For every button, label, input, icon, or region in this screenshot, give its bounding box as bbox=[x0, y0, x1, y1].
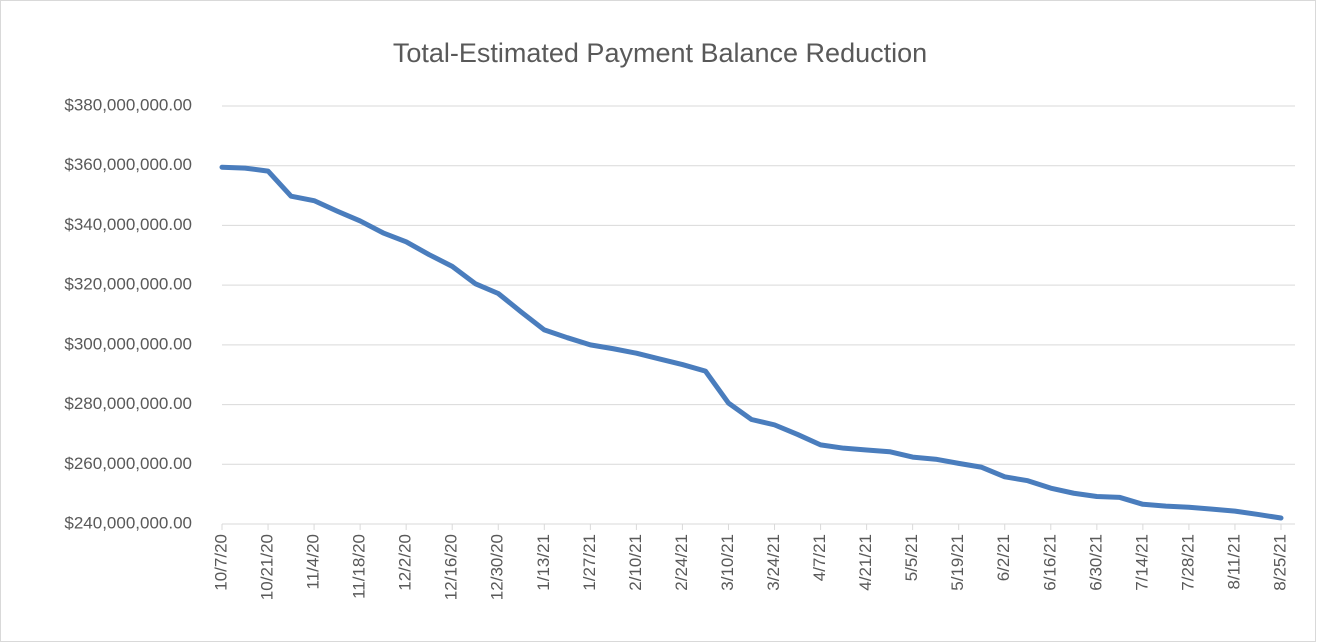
y-tick-label: $240,000,000.00 bbox=[64, 513, 192, 532]
x-tick-label: 12/30/20 bbox=[488, 534, 507, 600]
y-tick-label: $320,000,000.00 bbox=[64, 275, 192, 294]
x-tick-label: 8/11/21 bbox=[1224, 534, 1243, 589]
x-tick-label: 6/16/21 bbox=[1040, 534, 1059, 591]
x-tick-label: 10/7/20 bbox=[211, 534, 230, 591]
x-tick-label: 1/27/21 bbox=[580, 534, 599, 591]
x-tick-label: 4/7/21 bbox=[810, 534, 829, 581]
x-tick-label: 12/16/20 bbox=[442, 534, 461, 600]
x-tick-label: 8/25/21 bbox=[1270, 534, 1289, 591]
y-tick-label: $280,000,000.00 bbox=[64, 394, 192, 413]
x-tick-label: 6/30/21 bbox=[1086, 534, 1105, 591]
x-tick-label: 11/4/20 bbox=[304, 534, 323, 589]
y-tick-label: $340,000,000.00 bbox=[64, 215, 192, 234]
line-series bbox=[219, 164, 1284, 521]
x-tick-label: 2/24/21 bbox=[672, 534, 691, 591]
y-tick-label: $360,000,000.00 bbox=[64, 155, 192, 174]
x-tick-label: 7/14/21 bbox=[1132, 534, 1151, 591]
x-tick-label: 7/28/21 bbox=[1178, 534, 1197, 591]
y-tick-label: $300,000,000.00 bbox=[64, 334, 192, 353]
x-tick-label: 1/13/21 bbox=[534, 534, 553, 591]
chart-title: Total-Estimated Payment Balance Reductio… bbox=[393, 38, 927, 68]
x-tick-label: 10/21/20 bbox=[258, 534, 277, 600]
y-tick-label: $260,000,000.00 bbox=[64, 454, 192, 473]
x-tick-label: 4/21/21 bbox=[856, 534, 875, 591]
x-tick-label: 6/2/21 bbox=[994, 534, 1013, 581]
x-tick-label: 12/2/20 bbox=[396, 534, 415, 591]
x-tick-label: 11/18/20 bbox=[350, 534, 369, 599]
x-tick-label: 3/24/21 bbox=[764, 534, 783, 591]
x-tick-label: 5/19/21 bbox=[948, 534, 967, 591]
x-tick-label: 3/10/21 bbox=[718, 534, 737, 591]
x-tick-label: 5/5/21 bbox=[902, 534, 921, 581]
y-tick-label: $380,000,000.00 bbox=[64, 95, 192, 114]
x-tick-label: 2/10/21 bbox=[626, 534, 645, 591]
